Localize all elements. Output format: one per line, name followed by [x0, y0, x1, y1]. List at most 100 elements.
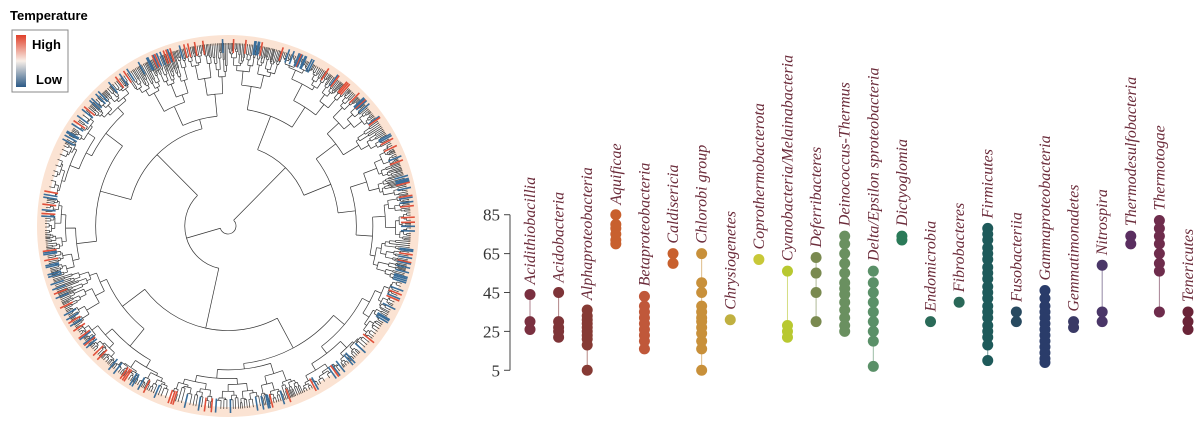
dot: [896, 234, 908, 246]
dot: [581, 339, 593, 351]
tree-leaf-color: [343, 354, 354, 366]
tree-leaf-color: [52, 284, 66, 291]
tree-leaf-color: [43, 193, 58, 198]
tree-leaf-color: [399, 247, 414, 251]
tree-leaf-color: [376, 313, 390, 322]
category-label: Aquificae: [608, 143, 625, 205]
tree-leaf-color: [162, 50, 169, 64]
dot: [839, 257, 851, 269]
dot: [867, 265, 879, 277]
dot: [553, 287, 565, 298]
tree-leaf-color: [392, 277, 407, 284]
tree-leaf-color: [95, 93, 107, 105]
tree-leaf-color: [121, 368, 131, 381]
dot: [753, 253, 765, 265]
category-label: Coprothermobacterota: [751, 103, 768, 249]
dot: [810, 316, 822, 328]
tree-leaf-color: [279, 390, 286, 405]
tree-leaf-color: [210, 398, 214, 413]
tree-leaf-color: [44, 190, 59, 195]
dot: [810, 267, 822, 279]
tree-leaf-color: [50, 279, 65, 286]
legend-low: Low: [36, 72, 63, 87]
tree-leaf-color: [68, 315, 81, 325]
dot: [1182, 323, 1194, 335]
tree-leaf-color: [395, 177, 410, 183]
tree-leaf-color: [41, 215, 56, 218]
tree-leaf-color: [306, 59, 315, 73]
tree-leaf-color: [395, 268, 410, 274]
dot: [982, 273, 994, 285]
dot: [953, 296, 965, 308]
strip-plot: 5 25 45 65 85 Acidithiobacillia Acidobacteria A…: [483, 55, 1195, 380]
dot: [982, 292, 994, 304]
category-label: Fusobacteriia: [1008, 212, 1025, 303]
tree-leaf-color: [107, 81, 119, 94]
tree-leaf-color: [65, 131, 79, 140]
tree-leaf-color: [172, 391, 178, 405]
tree-leaf-color: [182, 44, 188, 59]
dot: [839, 267, 851, 279]
tree-leaf-color: [348, 92, 360, 104]
dot: [1153, 248, 1165, 260]
dot: [839, 288, 851, 300]
tree-branches: [45, 42, 412, 409]
tree-leaf-color: [152, 54, 160, 68]
tree-leaf-color: [255, 41, 260, 56]
tree-leaf-color: [253, 41, 258, 56]
dot: [1153, 230, 1165, 242]
tree-leaf-color: [285, 388, 292, 403]
dot: [1125, 230, 1137, 242]
y-tick-label: 65: [483, 245, 500, 264]
dot: [667, 248, 679, 260]
tree-leaf-color: [145, 57, 154, 71]
tree-leaf-color: [378, 133, 392, 142]
tree-leaf-color: [382, 302, 396, 311]
dot: [610, 238, 622, 250]
tree-leaf-color: [47, 272, 62, 279]
tree-leaf-color: [268, 393, 274, 408]
tree-leaf-color: [398, 194, 413, 199]
tree-leaf-color: [400, 216, 415, 219]
tree-leaf-color: [354, 98, 366, 109]
category-label: Chrysiogenetes: [722, 211, 739, 310]
tree-leaf-color: [386, 292, 401, 300]
tree-leaf-color: [345, 352, 356, 364]
legend-gradient: [16, 35, 26, 87]
category-label: Tenericutes: [1180, 229, 1195, 302]
tree-leaf-color: [388, 155, 402, 162]
tree-leaf-color: [394, 272, 408, 279]
dot: [925, 316, 937, 328]
tree-leaf-color: [329, 74, 339, 87]
dot: [867, 335, 879, 347]
category-label: Thermodesulfobacteria: [1123, 77, 1140, 226]
phylogenetic-tree: [37, 35, 419, 417]
tree-leaf-color: [367, 115, 380, 126]
tree-leaf-color: [85, 338, 98, 349]
dot: [867, 316, 879, 328]
dot: [839, 248, 851, 260]
tree-leaf-color: [396, 264, 411, 270]
tree-leaf-color: [395, 180, 410, 186]
tree-leaf-color: [288, 50, 296, 65]
tree-leaf-color: [107, 358, 119, 371]
category-label: Chlorobi group: [694, 145, 711, 244]
tree-leaf-color: [254, 396, 259, 411]
tree-leaf-color: [131, 373, 140, 387]
tree-leaf-color: [395, 178, 410, 184]
category-label: Cyanobacteria/Melainabacteria: [779, 55, 796, 261]
dot: [1182, 316, 1194, 328]
category-label: Firmicutes: [980, 149, 997, 219]
tree-leaf-color: [42, 203, 57, 207]
dot: [1153, 238, 1165, 250]
tree-leaf-color: [83, 336, 96, 347]
tree-leaf-color: [337, 81, 348, 94]
tree-leaf-color: [78, 329, 91, 340]
tree-leaf-color: [42, 250, 57, 254]
dot: [553, 331, 565, 343]
dot: [867, 306, 879, 318]
tree-leaf-color: [331, 363, 341, 377]
tree-leaf-color: [329, 364, 340, 378]
dot: [667, 257, 679, 269]
tree-leaf-color: [214, 398, 218, 413]
